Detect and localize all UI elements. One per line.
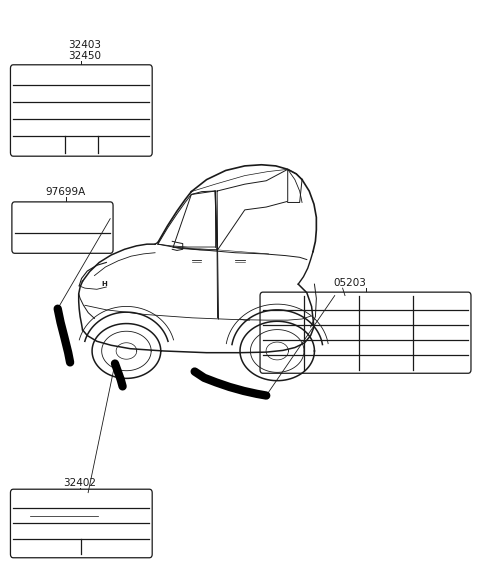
Text: 32402: 32402 [64, 478, 96, 488]
Text: 97699A: 97699A [46, 187, 86, 197]
Text: H: H [101, 281, 107, 287]
Text: 32403
32450: 32403 32450 [69, 40, 101, 61]
FancyBboxPatch shape [11, 65, 152, 156]
FancyBboxPatch shape [12, 202, 113, 253]
Text: 05203: 05203 [333, 278, 366, 288]
FancyBboxPatch shape [11, 489, 152, 558]
FancyBboxPatch shape [260, 292, 471, 373]
